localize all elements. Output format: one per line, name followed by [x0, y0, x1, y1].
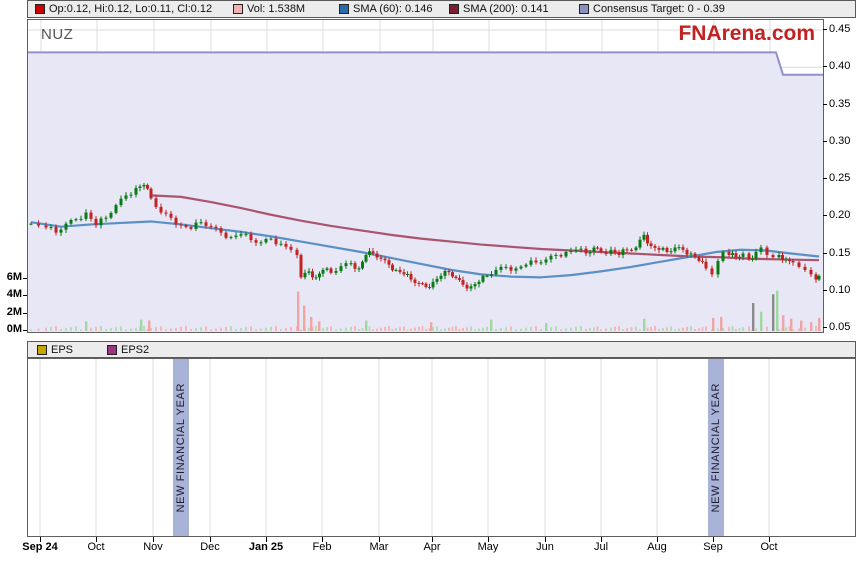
- price-tick-mark: [823, 66, 827, 68]
- new-financial-year-label: NEW FINANCIAL YEAR: [710, 382, 722, 513]
- eps-legend-swatch-icon: [107, 345, 117, 355]
- date-tick-mark: [40, 537, 41, 542]
- price-tick-mark: [823, 289, 827, 291]
- date-tick-label: Feb: [312, 541, 332, 553]
- price-tick-label: 0.40: [829, 60, 851, 73]
- price-tick-label: 0.45: [829, 23, 851, 35]
- date-tick-label: Apr: [423, 541, 441, 553]
- price-legend-item: Consensus Target: 0 - 0.39: [579, 3, 725, 15]
- price-legend-label: Op:0.12, Hi:0.12, Lo:0.11, Cl:0.12: [49, 3, 213, 15]
- volume-tick-label: 4M: [6, 288, 22, 300]
- date-tick-mark: [657, 537, 658, 542]
- eps-legend-item: EPS2: [107, 344, 149, 356]
- volume-tick-label: 2M: [6, 305, 22, 318]
- date-tick-label: Mar: [369, 541, 389, 553]
- eps-legend-item: EPS: [37, 344, 73, 356]
- ticker-symbol: NUZ: [41, 26, 74, 43]
- price-legend-label: SMA (200): 0.141: [463, 3, 549, 15]
- price-tick-mark: [823, 140, 827, 142]
- volume-tick-mark: [23, 295, 27, 296]
- volume-tick-mark: [23, 312, 27, 314]
- price-legend-swatch-icon: [449, 4, 459, 14]
- price-legend-swatch-icon: [339, 4, 349, 14]
- price-tick-label: 0.30: [829, 134, 851, 147]
- price-legend-label: Vol: 1.538M: [247, 3, 306, 15]
- price-legend-item: SMA (60): 0.146: [339, 3, 433, 15]
- date-tick-label: Dec: [200, 541, 220, 553]
- volume-tick-label: 0M: [6, 323, 22, 335]
- date-tick-label: Sep: [703, 541, 723, 553]
- date-tick-label: Jan 25: [248, 541, 284, 553]
- eps-panel-canvas: [39, 359, 770, 536]
- date-tick-label: Jun: [536, 541, 554, 553]
- eps-legend-label: EPS2: [121, 344, 150, 356]
- price-tick-mark: [823, 178, 827, 179]
- price-legend-swatch-icon: [35, 4, 45, 14]
- eps-legend-label: EPS: [51, 344, 74, 356]
- price-legend-swatch-icon: [579, 4, 589, 14]
- price-tick-mark: [823, 103, 827, 105]
- date-tick-mark: [379, 537, 380, 542]
- date-tick-mark: [153, 537, 154, 542]
- price-tick-label: 0.15: [829, 246, 851, 259]
- date-tick-label: Oct: [87, 541, 105, 553]
- date-tick-mark: [96, 537, 97, 542]
- date-tick-label: Sep 24: [22, 541, 58, 553]
- date-tick-label: Oct: [760, 541, 778, 553]
- price-tick-label: 0.25: [829, 172, 851, 184]
- new-financial-year-label: NEW FINANCIAL YEAR: [175, 382, 187, 513]
- volume-tick-mark: [23, 330, 27, 331]
- new-financial-year-band: NEW FINANCIAL YEAR: [173, 359, 189, 536]
- date-tick-label: Nov: [143, 541, 163, 553]
- price-legend-item: Op:0.12, Hi:0.12, Lo:0.11, Cl:0.12: [35, 3, 212, 15]
- price-tick-label: 0.10: [829, 283, 851, 296]
- new-financial-year-band: NEW FINANCIAL YEAR: [708, 359, 724, 536]
- price-legend-swatch-icon: [233, 4, 243, 14]
- price-legend-item: SMA (200): 0.141: [449, 3, 549, 15]
- price-tick-mark: [823, 215, 827, 217]
- price-tick-label: 0.20: [829, 209, 851, 222]
- date-tick-label: Jul: [593, 541, 609, 553]
- price-tick-mark: [823, 327, 827, 328]
- fnarena-logo[interactable]: FNArena.com: [678, 22, 815, 45]
- date-tick-mark: [713, 537, 714, 542]
- volume-tick-mark: [23, 277, 27, 279]
- volume-tick-label: 6M: [6, 270, 22, 283]
- date-tick-mark: [322, 537, 323, 542]
- price-chart-panel: NUZ FNArena.com: [27, 19, 824, 333]
- price-tick-label: 0.05: [829, 321, 851, 333]
- date-tick-label: Aug: [647, 541, 667, 553]
- price-chart-canvas: [28, 20, 823, 332]
- price-legend-label: SMA (60): 0.146: [353, 3, 433, 15]
- date-tick-label: May: [477, 541, 499, 553]
- date-tick-mark: [266, 537, 267, 542]
- price-tick-mark: [823, 29, 827, 30]
- price-legend-label: Consensus Target: 0 - 0.39: [593, 3, 725, 15]
- date-tick-mark: [601, 537, 602, 542]
- date-tick-mark: [488, 537, 489, 542]
- eps-legend-bar: EPS EPS2: [27, 341, 856, 358]
- date-tick-mark: [210, 537, 211, 542]
- eps-legend-swatch-icon: [37, 345, 47, 355]
- price-tick-label: 0.35: [829, 97, 851, 110]
- price-legend-bar: Op:0.12, Hi:0.12, Lo:0.11, Cl:0.12 Vol: 1…: [27, 0, 856, 18]
- date-tick-mark: [769, 537, 770, 542]
- price-legend-item: Vol: 1.538M: [233, 3, 305, 15]
- eps-panel: NEW FINANCIAL YEAR NEW FINANCIAL YEAR: [27, 358, 856, 537]
- date-tick-mark: [545, 537, 546, 542]
- date-tick-mark: [432, 537, 433, 542]
- price-tick-mark: [823, 252, 827, 254]
